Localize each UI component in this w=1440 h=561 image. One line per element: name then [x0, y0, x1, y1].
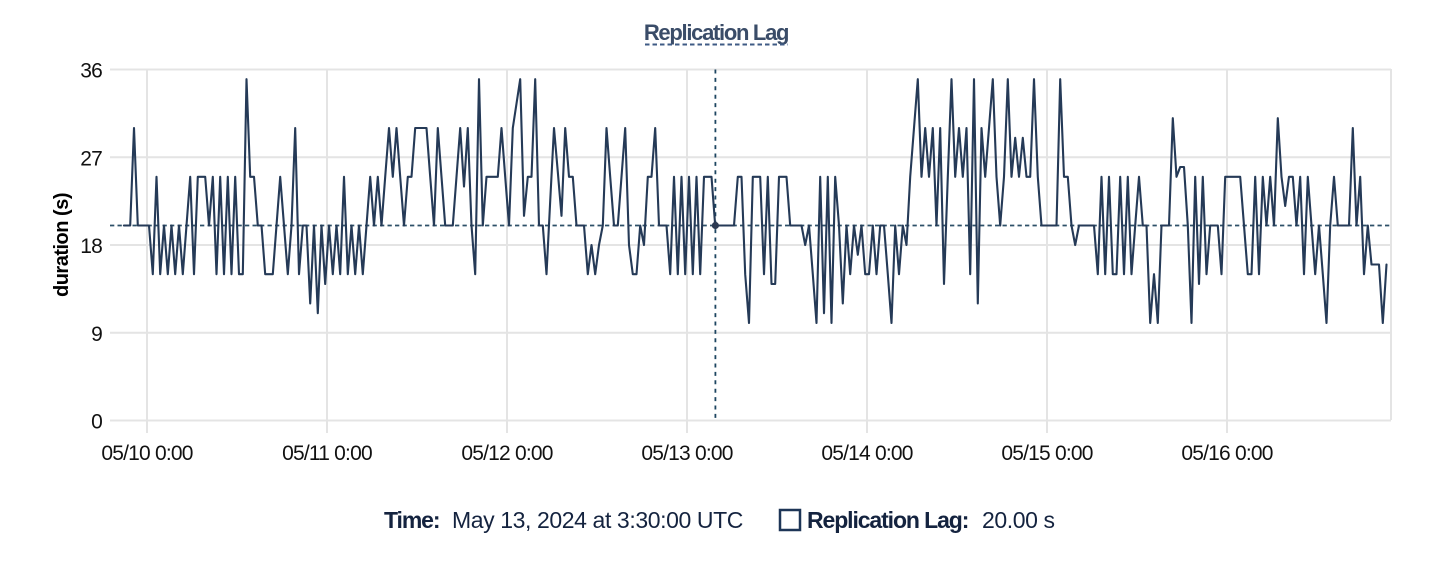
svg-text:18: 18 [80, 235, 102, 258]
svg-text:27: 27 [80, 147, 102, 170]
svg-text:Replication Lag:: Replication Lag: [807, 507, 968, 533]
svg-text:05/15 0:00: 05/15 0:00 [1001, 442, 1092, 465]
svg-text:0: 0 [91, 411, 102, 434]
svg-text:9: 9 [91, 323, 102, 346]
svg-text:20.00 s: 20.00 s [982, 507, 1055, 533]
svg-text:05/16 0:00: 05/16 0:00 [1181, 442, 1272, 465]
svg-text:05/11 0:00: 05/11 0:00 [282, 442, 372, 465]
svg-text:May 13, 2024 at 3:30:00 UTC: May 13, 2024 at 3:30:00 UTC [452, 507, 743, 533]
svg-text:05/14 0:00: 05/14 0:00 [821, 442, 912, 465]
svg-text:05/13 0:00: 05/13 0:00 [641, 442, 732, 465]
svg-text:duration (s): duration (s) [51, 193, 73, 297]
svg-text:Replication Lag: Replication Lag [644, 20, 788, 45]
svg-text:36: 36 [80, 60, 102, 83]
svg-text:05/10 0:00: 05/10 0:00 [101, 442, 192, 465]
svg-text:Time:: Time: [384, 507, 439, 533]
svg-text:05/12 0:00: 05/12 0:00 [461, 442, 552, 465]
